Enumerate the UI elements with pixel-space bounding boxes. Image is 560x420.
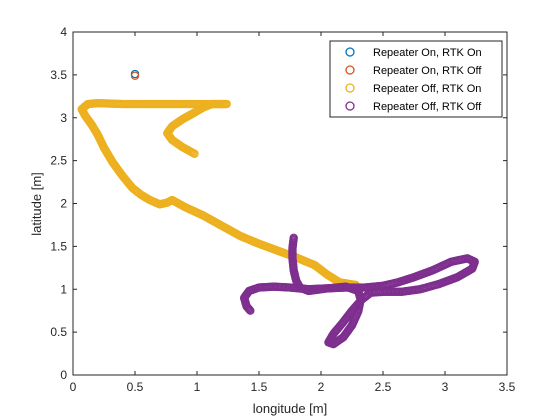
x-tick-label: 0.5 — [127, 380, 144, 394]
x-tick-label: 0 — [70, 380, 77, 394]
legend-marker — [345, 65, 355, 75]
legend-entry: Repeater On, RTK On — [373, 47, 482, 59]
axes-layer — [72, 31, 508, 376]
y-tick-label: 3.5 — [50, 68, 67, 82]
y-tick-label: 2.5 — [50, 154, 67, 168]
series-layer — [77, 69, 479, 349]
legend-marker — [345, 101, 355, 111]
y-tick-label: 3 — [60, 111, 67, 125]
legend-entry: Repeater Off, RTK On — [373, 83, 481, 95]
legend-marker — [345, 47, 355, 57]
y-tick-label: 1 — [60, 282, 67, 296]
data-point — [130, 71, 140, 80]
legend-box — [329, 40, 503, 118]
x-axis-label: longitude [m] — [253, 401, 327, 416]
x-tick-label: 1 — [194, 380, 201, 394]
y-tick-label: 4 — [60, 25, 67, 39]
x-tick-label: 3 — [442, 380, 449, 394]
x-tick-labels: 0 0.5 1 1.5 2 2.5 3 3.5 — [70, 380, 516, 394]
x-tick-label: 3.5 — [499, 380, 516, 394]
legend-marker — [345, 83, 355, 93]
x-tick-label: 2 — [318, 380, 325, 394]
y-tick-label: 0.5 — [50, 325, 67, 339]
y-tick-label: 0 — [60, 368, 67, 382]
y-axis-label: latitude [m] — [29, 172, 44, 236]
y-tick-label: 1.5 — [50, 239, 67, 253]
series-4 — [239, 233, 479, 349]
legend-entry: Repeater On, RTK Off — [373, 65, 482, 77]
series-2 — [130, 71, 140, 80]
series-3 — [77, 98, 360, 290]
data-point — [289, 233, 298, 242]
x-tick-label: 1.5 — [251, 380, 268, 394]
legend-entry: Repeater Off, RTK Off — [373, 101, 482, 113]
y-tick-labels: 0 0.5 1 1.5 2 2.5 3 3.5 4 — [50, 25, 67, 382]
x-tick-label: 2.5 — [375, 380, 392, 394]
legend: Repeater On, RTK On Repeater On, RTK Off R… — [329, 40, 503, 118]
y-tick-label: 2 — [60, 197, 67, 211]
